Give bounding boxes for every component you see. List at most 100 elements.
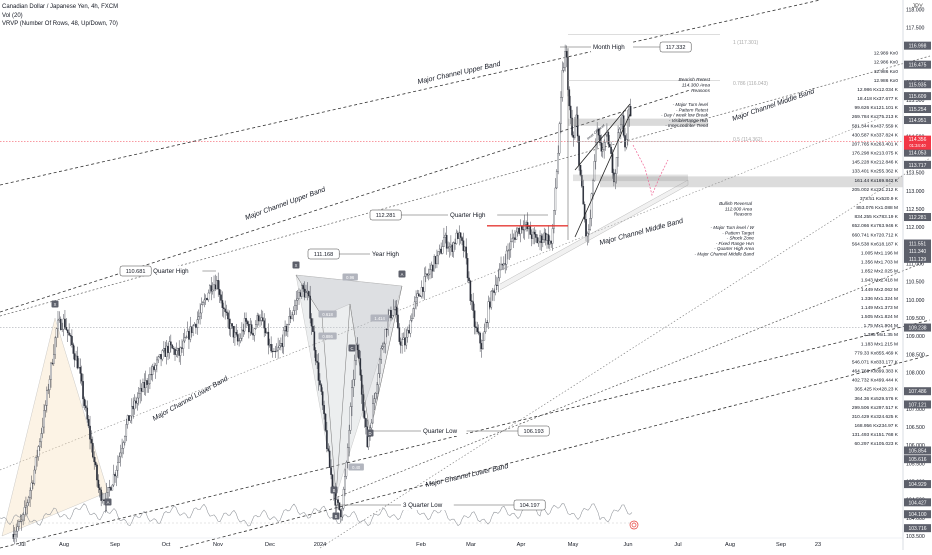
- vrvp-row-label: 205.002 Kx221.212 K: [852, 187, 899, 193]
- candle-body: [409, 320, 412, 334]
- alert-icon-inner: [631, 522, 637, 528]
- pattern-ratio-0886-bg: [318, 332, 337, 340]
- candle-body: [477, 331, 480, 334]
- candle-body: [62, 318, 65, 330]
- candle-body: [358, 349, 360, 359]
- candle-body: [321, 391, 324, 406]
- candle-body: [275, 349, 278, 352]
- x-tick-label: Sep: [776, 542, 786, 548]
- price-tag-label[interactable]: 114.951: [909, 118, 927, 124]
- price-tag-label[interactable]: 115.254: [909, 107, 927, 113]
- candle-body: [242, 329, 245, 332]
- candle-body: [447, 247, 449, 249]
- candle-body: [256, 315, 259, 325]
- candle-body: [394, 306, 396, 310]
- price-tag-label[interactable]: 107.121: [908, 402, 926, 408]
- candle-body: [199, 312, 201, 317]
- candle-body: [82, 381, 84, 400]
- y-tick-label: 113.000: [906, 189, 924, 195]
- candle-body: [306, 291, 309, 293]
- price-tag-bg: [904, 213, 931, 222]
- candle-body: [231, 323, 233, 327]
- pattern-point-b: B: [335, 514, 338, 519]
- pattern-point-d-bg: [366, 429, 374, 437]
- price-tag-label[interactable]: 115.935: [909, 82, 927, 88]
- candle-body: [581, 175, 583, 187]
- candle-body: [288, 316, 291, 325]
- price-tag-label[interactable]: 105.616: [908, 457, 926, 463]
- candle-body: [547, 234, 550, 245]
- candle-body: [611, 153, 614, 173]
- price-tag-bg: [904, 323, 931, 332]
- price-tag-label[interactable]: 111.340: [909, 249, 927, 255]
- candle-body: [90, 439, 93, 444]
- price-tag-label[interactable]: 103.716: [908, 526, 926, 532]
- vrvp-row-label: 12.986 Kx0: [874, 78, 899, 84]
- price-tag-label[interactable]: 115.609: [909, 94, 927, 100]
- candle-body: [146, 380, 148, 385]
- candle-body: [348, 430, 350, 448]
- symbol-title[interactable]: Canadian Dollar / Japanese Yen, 4h, FXCM: [2, 4, 119, 10]
- candle-body: [590, 193, 593, 219]
- candle-body: [367, 436, 370, 448]
- pattern-zone-left: [1, 317, 109, 537]
- price-tag-label[interactable]: 114.053: [909, 151, 927, 157]
- candle-body: [405, 337, 408, 346]
- candle-body: [413, 301, 416, 309]
- price-tag-label[interactable]: 113.717: [909, 163, 927, 169]
- candle-body: [133, 400, 136, 410]
- pattern-ratio-1414: 1.414: [374, 316, 385, 321]
- candle-body: [249, 324, 252, 333]
- channel-upper-outer: [0, 0, 821, 186]
- candle-body: [323, 405, 325, 415]
- price-tag-label[interactable]: 104.100: [908, 512, 926, 518]
- price-tag-label[interactable]: 107.486: [908, 389, 926, 395]
- candle-body: [319, 380, 321, 385]
- candle-body: [89, 425, 91, 440]
- y-tick-label: 112.500: [906, 207, 924, 213]
- candle-body: [158, 354, 161, 357]
- candle-body: [544, 232, 547, 241]
- candle-body: [47, 389, 50, 391]
- vrvp-row-label: 1.75 Mx1.904 M: [864, 323, 898, 329]
- current-price-label[interactable]: 114.356: [909, 137, 927, 143]
- x-tick-label: Nov: [213, 542, 223, 548]
- price-tag-label[interactable]: 116.998: [909, 44, 927, 50]
- 3-quarter-high-value: 110.681: [126, 269, 146, 275]
- candle-body: [379, 359, 381, 374]
- candle-body: [225, 311, 228, 313]
- price-tag-label[interactable]: 109.238: [908, 326, 926, 332]
- candle-body: [37, 446, 40, 457]
- price-tag-label[interactable]: 116.475: [909, 63, 927, 69]
- y-tick-label: 104.000: [906, 516, 925, 522]
- y-tick-label: 110.500: [906, 280, 924, 286]
- candle-body: [542, 239, 544, 244]
- candle-body: [284, 326, 286, 331]
- candle-body: [399, 341, 402, 346]
- candle-body: [25, 505, 27, 508]
- candle-body: [330, 467, 332, 475]
- price-tag-bg: [904, 446, 931, 455]
- price-tag-label[interactable]: 104.929: [908, 482, 926, 488]
- candle-body: [274, 351, 277, 352]
- candle-body: [192, 325, 194, 333]
- pattern-point-b-bg: [332, 512, 340, 520]
- price-tag-label[interactable]: 111.129: [909, 257, 927, 263]
- candle-body: [511, 238, 513, 242]
- candle-body: [295, 299, 298, 306]
- volume-indicator-label[interactable]: Vol (20): [2, 12, 23, 19]
- bearish-note: Bearish Retest: [679, 77, 711, 83]
- price-tag-label[interactable]: 111.551: [909, 242, 927, 248]
- candle-body: [150, 374, 153, 376]
- candle-body: [236, 334, 239, 342]
- price-tag-label[interactable]: 105.854: [908, 448, 926, 454]
- candle-body: [345, 462, 348, 477]
- candle-body: [560, 97, 562, 124]
- vrvp-indicator-label[interactable]: VRVP (Number Of Rows, 48, Up/Down, 70): [2, 21, 118, 27]
- pattern-legs: [295, 274, 403, 497]
- price-tag-label[interactable]: 104.427: [908, 500, 926, 506]
- price-tag-label[interactable]: 112.281: [909, 215, 927, 221]
- candle-body: [40, 433, 43, 443]
